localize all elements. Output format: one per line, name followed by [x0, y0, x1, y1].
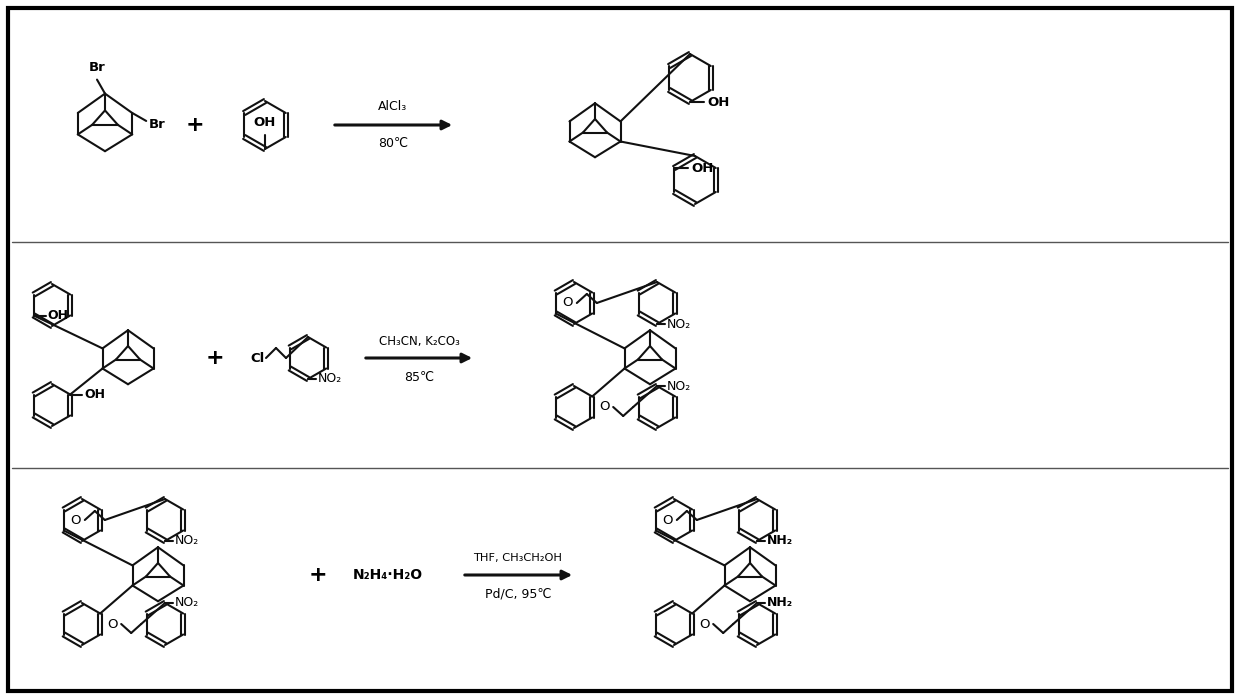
Text: NO₂: NO₂	[175, 596, 200, 610]
Text: AlCl₃: AlCl₃	[378, 101, 408, 113]
Text: O: O	[71, 514, 81, 526]
Text: OH: OH	[48, 309, 68, 322]
Text: O: O	[599, 401, 609, 414]
Text: O: O	[699, 617, 709, 630]
Text: OH: OH	[84, 388, 105, 401]
Text: OH: OH	[254, 116, 277, 129]
Text: O: O	[107, 617, 118, 630]
Text: +: +	[186, 115, 205, 135]
Text: NO₂: NO₂	[667, 380, 691, 393]
Text: NH₂: NH₂	[768, 535, 794, 547]
Text: Br: Br	[88, 61, 105, 73]
Text: NH₂: NH₂	[768, 596, 794, 610]
Text: NO₂: NO₂	[175, 535, 200, 547]
Text: Cl: Cl	[250, 352, 264, 364]
Text: +: +	[206, 348, 224, 368]
Text: CH₃CN, K₂CO₃: CH₃CN, K₂CO₃	[378, 335, 460, 347]
FancyBboxPatch shape	[7, 8, 1233, 691]
Text: O: O	[662, 514, 673, 526]
Text: N₂H₄·H₂O: N₂H₄·H₂O	[353, 568, 423, 582]
Text: +: +	[309, 565, 327, 585]
Text: NO₂: NO₂	[667, 317, 691, 331]
Text: Pd/C, 95℃: Pd/C, 95℃	[485, 587, 552, 600]
Text: OH: OH	[707, 96, 729, 108]
Text: 85℃: 85℃	[404, 370, 434, 384]
Text: THF, CH₃CH₂OH: THF, CH₃CH₂OH	[474, 553, 563, 563]
Text: O: O	[563, 296, 573, 310]
Text: 80℃: 80℃	[378, 136, 408, 150]
Text: Br: Br	[149, 118, 166, 131]
Text: NO₂: NO₂	[317, 373, 342, 386]
Text: OH: OH	[691, 161, 713, 175]
